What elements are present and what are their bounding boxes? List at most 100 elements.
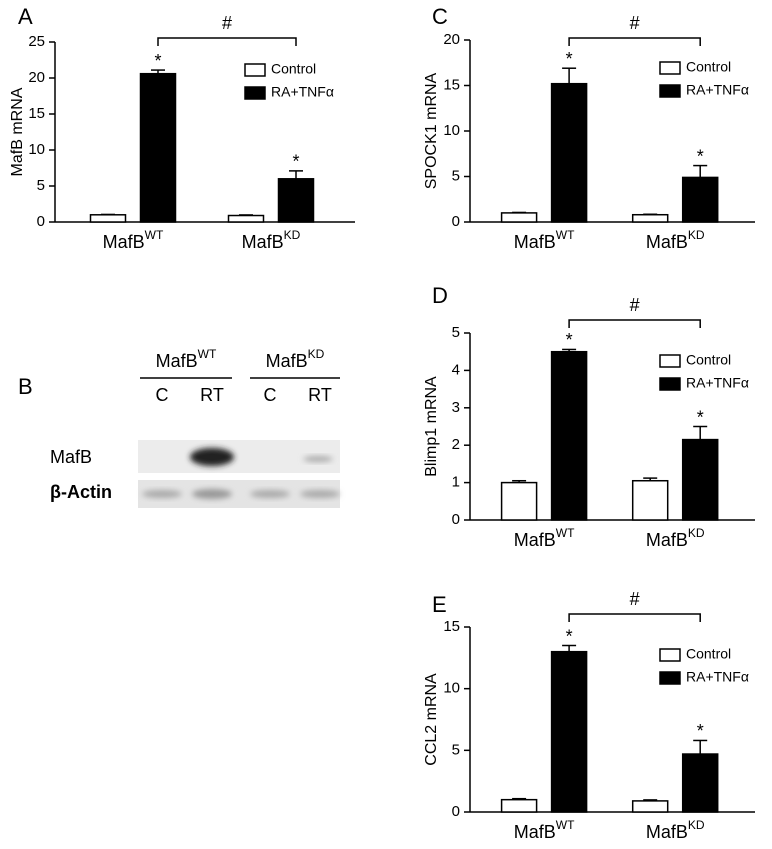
error-bar: [562, 348, 577, 352]
error-bar: [562, 67, 577, 84]
error-bar: [693, 164, 708, 178]
category-sup: KD: [688, 818, 705, 832]
bar: [550, 650, 588, 813]
legend-swatch: [659, 648, 681, 662]
bar: [550, 82, 588, 223]
legend-label: RA+TNFα: [271, 84, 334, 100]
group-label: MafBKD: [266, 347, 325, 371]
y-tick-label: 10: [443, 680, 460, 697]
legend-label: RA+TNFα: [686, 82, 749, 98]
category-sup: WT: [556, 526, 575, 540]
bar: [681, 753, 719, 813]
legend-swatch: [659, 84, 681, 98]
category-sup: WT: [556, 228, 575, 242]
category-name: MafB: [514, 822, 556, 842]
y-tick-label: 0: [37, 213, 45, 230]
y-tick-label: 5: [37, 177, 45, 194]
group-name: MafB: [266, 351, 308, 371]
category-sup: WT: [145, 228, 164, 242]
error-bar: [693, 425, 708, 440]
y-tick-label: 3: [452, 399, 460, 416]
legend-label: RA+TNFα: [686, 375, 749, 391]
bracket-label: #: [630, 295, 640, 315]
y-tick-label: 5: [452, 167, 460, 184]
error-bar: [151, 69, 165, 74]
x-tick-label: MafBWT: [514, 228, 575, 252]
bracket-label: #: [222, 13, 232, 33]
bar: [550, 350, 588, 521]
y-tick-label: 0: [452, 511, 460, 528]
y-tick-label: 25: [28, 33, 45, 50]
legend-swatch: [659, 61, 681, 75]
bracket-label: #: [630, 13, 640, 33]
legend-swatch: [659, 671, 681, 685]
x-tick-label: MafBKD: [646, 818, 705, 842]
x-tick-label: MafBKD: [646, 526, 705, 550]
bar: [631, 213, 669, 223]
bar: [631, 800, 669, 813]
panel-label: C: [432, 4, 448, 29]
category-name: MafB: [646, 530, 688, 550]
lane-label: RT: [308, 385, 332, 405]
y-tick-label: 15: [443, 76, 460, 93]
y-tick-label: 0: [452, 803, 460, 820]
x-tick-label: MafBKD: [242, 228, 301, 252]
y-tick-label: 0: [452, 213, 460, 230]
legend-label: RA+TNFα: [686, 669, 749, 685]
bar: [681, 438, 719, 521]
significance-bracket: [568, 319, 701, 328]
lane-label: C: [264, 385, 277, 405]
row-label: β-Actin: [50, 482, 112, 502]
panel-label: E: [432, 592, 447, 617]
category-sup: KD: [688, 228, 705, 242]
significance-label: *: [697, 721, 704, 741]
legend-label: Control: [686, 59, 731, 75]
legend-swatch: [244, 63, 266, 77]
y-tick-label: 20: [443, 31, 460, 48]
y-tick-label: 10: [28, 141, 45, 158]
category-name: MafB: [514, 530, 556, 550]
band: [250, 490, 290, 498]
blot-strip: [138, 440, 340, 473]
y-axis-label: MafB mRNA: [9, 87, 26, 176]
category-sup: KD: [284, 228, 301, 242]
category-name: MafB: [242, 232, 284, 252]
band: [142, 490, 182, 498]
bar: [681, 176, 719, 223]
significance-bracket: [157, 37, 297, 46]
bar: [89, 214, 127, 223]
significance-label: *: [566, 626, 573, 646]
legend-label: Control: [686, 352, 731, 368]
group-sup: KD: [308, 347, 325, 361]
lane-label: C: [156, 385, 169, 405]
panel-label: D: [432, 283, 448, 308]
error-bar: [512, 797, 527, 800]
error-bar: [239, 214, 253, 216]
legend-swatch: [659, 377, 681, 391]
category-name: MafB: [103, 232, 145, 252]
category-name: MafB: [514, 232, 556, 252]
y-tick-label: 10: [443, 122, 460, 139]
bar: [500, 212, 538, 223]
significance-label: *: [154, 51, 161, 71]
x-tick-label: MafBWT: [514, 818, 575, 842]
bar: [139, 72, 177, 223]
error-bar: [693, 739, 708, 755]
category-sup: KD: [688, 526, 705, 540]
significance-label: *: [566, 49, 573, 69]
bar: [500, 798, 538, 813]
y-axis-label: Blimp1 mRNA: [423, 376, 440, 477]
row-label: MafB: [50, 447, 92, 467]
category-sup: WT: [556, 818, 575, 832]
legend-label: Control: [271, 61, 316, 77]
band: [303, 456, 333, 462]
legend-label: Control: [686, 646, 731, 662]
panel-label: B: [18, 374, 33, 399]
error-bar: [562, 644, 577, 652]
category-name: MafB: [646, 822, 688, 842]
band: [190, 448, 234, 466]
band: [300, 490, 340, 498]
y-tick-label: 5: [452, 741, 460, 758]
